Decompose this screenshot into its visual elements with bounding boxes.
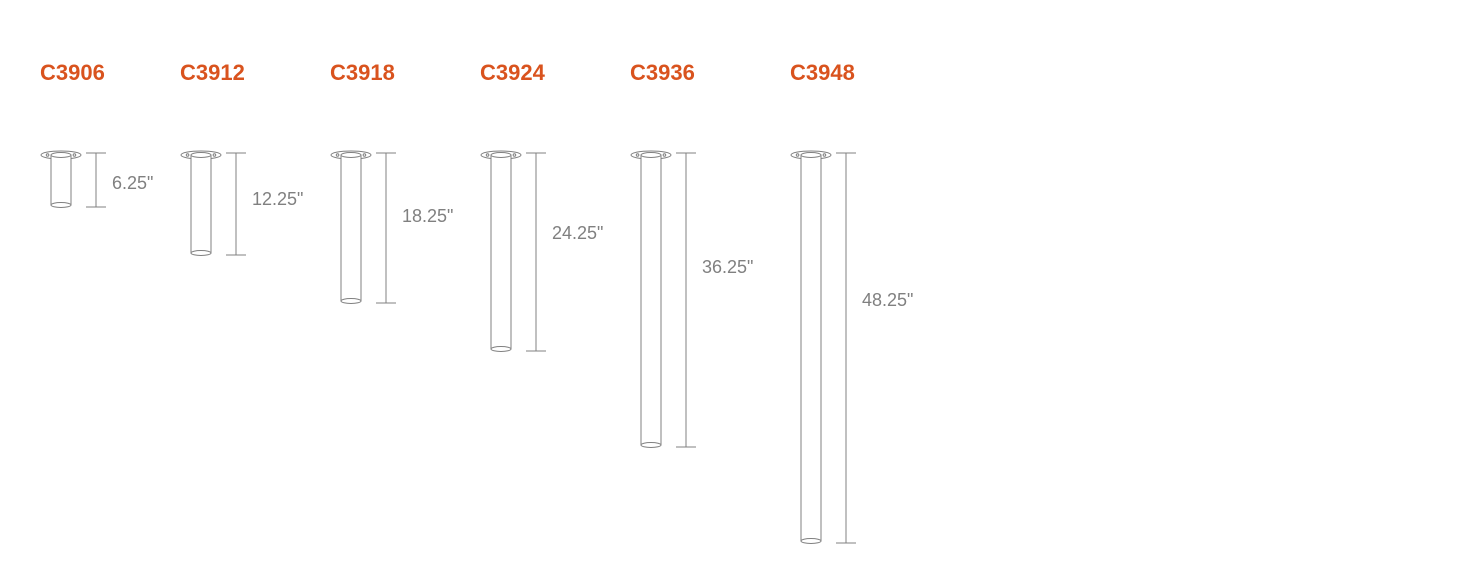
product-drawing: [790, 150, 932, 556]
product-drawing: [480, 150, 622, 364]
sku-label: C3924: [480, 60, 545, 86]
sku-label: C3936: [630, 60, 695, 86]
sku-label: C3948: [790, 60, 855, 86]
product-item: C392424.25": [480, 60, 545, 86]
product-item: C393636.25": [630, 60, 695, 86]
sku-label: C3906: [40, 60, 105, 86]
product-item: C39066.25": [40, 60, 105, 86]
product-item: C394848.25": [790, 60, 855, 86]
product-drawing: [40, 150, 182, 220]
dimension-label: 18.25": [402, 206, 453, 227]
sku-label: C3912: [180, 60, 245, 86]
diagram-stage: C39066.25"C391212.25"C391818.25"C392424.…: [0, 0, 1470, 585]
dimension-label: 48.25": [862, 290, 913, 311]
dimension-label: 24.25": [552, 223, 603, 244]
product-drawing: [630, 150, 772, 460]
dimension-label: 6.25": [112, 173, 153, 194]
product-item: C391212.25": [180, 60, 245, 86]
dimension-label: 36.25": [702, 257, 753, 278]
sku-label: C3918: [330, 60, 395, 86]
product-drawing: [330, 150, 472, 316]
dimension-label: 12.25": [252, 189, 303, 210]
product-item: C391818.25": [330, 60, 395, 86]
